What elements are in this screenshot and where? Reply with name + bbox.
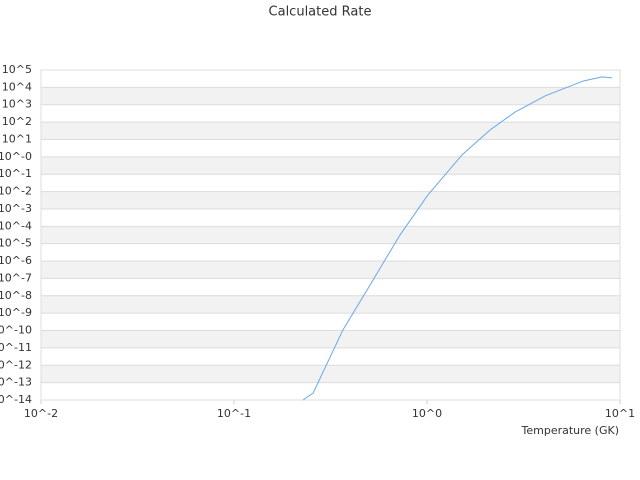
grid-band <box>41 261 620 279</box>
y-tick-label: 10^-13 <box>0 376 32 389</box>
x-axis-label: Temperature (GK) <box>521 424 620 437</box>
grid-band <box>41 122 620 140</box>
grid-band <box>41 295 620 314</box>
chart-title: Calculated Rate <box>269 5 372 20</box>
y-tick-label: 10^5 <box>2 63 32 76</box>
grid-band <box>41 365 620 383</box>
y-tick-label: 10^-11 <box>0 341 32 354</box>
y-tick-label: 10^-3 <box>0 202 32 215</box>
x-tick-label: 10^0 <box>412 407 442 420</box>
y-tick-label: 10^-5 <box>0 237 32 250</box>
y-tick-label: 10^1 <box>2 132 32 145</box>
y-tick-label: 10^-8 <box>0 289 32 302</box>
y-tick-label: 10^-9 <box>0 306 32 319</box>
y-tick-label: 10^-1 <box>0 167 32 180</box>
grid-band <box>41 156 620 175</box>
x-tick-label: 10^-1 <box>217 407 251 420</box>
y-tick-label: 10^3 <box>2 98 32 111</box>
y-tick-label: 10^-7 <box>0 271 32 284</box>
grid-band <box>41 87 620 105</box>
y-tick-label: 10^2 <box>2 115 32 128</box>
y-tick-label: 10^-2 <box>0 185 32 198</box>
plot-frame <box>40 69 621 401</box>
x-tick-label: 10^1 <box>605 407 635 420</box>
y-tick-label: 10^-12 <box>0 358 32 371</box>
y-tick-label: 10^-6 <box>0 254 32 267</box>
grid-band <box>41 330 620 348</box>
grid-band <box>41 191 620 209</box>
y-tick-label: 10^-0 <box>0 150 32 163</box>
grid-band <box>41 226 620 244</box>
data-line <box>302 76 613 401</box>
y-tick-label: 10^4 <box>2 80 32 93</box>
x-tick-label: 10^-2 <box>24 407 58 420</box>
y-tick-label: 10^-4 <box>0 219 32 232</box>
y-tick-label: 10^-10 <box>0 324 32 337</box>
y-tick-label: 10^-14 <box>0 393 32 406</box>
